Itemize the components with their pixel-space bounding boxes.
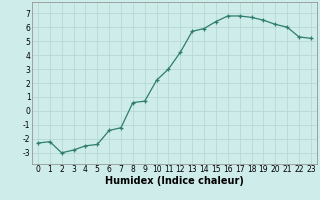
X-axis label: Humidex (Indice chaleur): Humidex (Indice chaleur) [105, 176, 244, 186]
